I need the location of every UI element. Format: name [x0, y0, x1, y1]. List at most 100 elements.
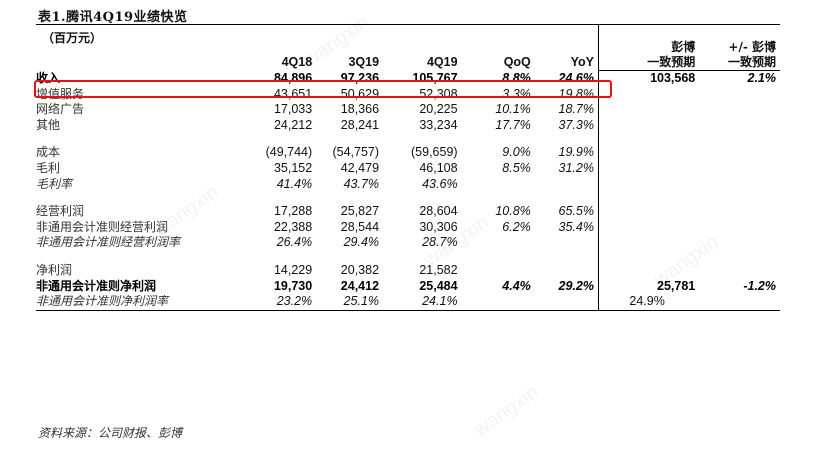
- cell-4q19: 33,234: [419, 117, 458, 132]
- row-label: 经营利润: [36, 204, 85, 219]
- cell-qoq: 6.2%: [502, 219, 531, 234]
- cell-3q19: 28,544: [340, 219, 380, 234]
- cell-qoq: 10.8%: [495, 204, 531, 219]
- cell-consensus: [597, 160, 700, 177]
- cell-4q18: 35,152: [273, 160, 313, 175]
- column-header-4q18: 4Q18: [281, 54, 313, 69]
- cell-consensus: [597, 204, 700, 220]
- cell-4q18: 43,651: [273, 86, 313, 101]
- cell-qoq: [462, 177, 535, 193]
- cell-diff: [699, 102, 780, 118]
- cell-yoy: 24.6%: [558, 70, 594, 85]
- cell-4q18: 17,288: [273, 204, 313, 219]
- cell-4q18: 24,212: [273, 117, 313, 132]
- table-row: 网络广告 17,033 18,366 20,225 10.1% 18.7%: [36, 102, 780, 118]
- row-label: 毛利率: [36, 176, 73, 191]
- row-label: 净利润: [36, 262, 73, 277]
- row-label: 其他: [36, 117, 61, 132]
- cell-consensus: 25,781: [597, 278, 700, 295]
- cell-qoq: 10.1%: [495, 102, 531, 117]
- cell-4q19: 21,582: [419, 262, 458, 277]
- row-label: 非通用会计准则经营利润: [36, 219, 169, 234]
- column-header-consensus-line1: 彭博: [597, 24, 700, 55]
- spacer-row: [36, 133, 780, 146]
- cell-3q19: 25.1%: [316, 294, 384, 311]
- row-label: 非通用会计准则净利润率: [36, 294, 255, 311]
- cell-4q18: 23.2%: [254, 294, 317, 311]
- column-header-qoq: QoQ: [503, 54, 531, 69]
- table-row: 其他 24,212 28,241 33,234 17.7% 37.3%: [36, 117, 780, 134]
- cell-qoq: 3.3%: [502, 86, 531, 101]
- cell-consensus: [597, 145, 700, 161]
- cell-yoy: 35.4%: [558, 219, 594, 234]
- spacer-row: [36, 192, 780, 205]
- cell-qoq: 4.4%: [502, 278, 531, 293]
- cell-yoy: 37.3%: [558, 117, 594, 132]
- cell-qoq: 17.7%: [495, 117, 531, 132]
- cell-4q19: 25,484: [419, 278, 458, 293]
- cell-consensus: [597, 86, 700, 103]
- row-label: 收入: [36, 70, 61, 85]
- cell-diff: [699, 87, 780, 103]
- cell-diff: [699, 220, 780, 236]
- cell-consensus: [597, 262, 700, 279]
- cell-consensus: [597, 176, 700, 193]
- table-row: 收入 84,896 97,236 105,767 8.8% 24.6% 103,…: [36, 70, 780, 87]
- cell-qoq: 8.8%: [502, 70, 531, 85]
- cell-3q19: 20,382: [340, 262, 380, 277]
- cell-3q19: 29.4%: [343, 235, 380, 250]
- column-header-4q19: 4Q19: [426, 54, 458, 69]
- cell-yoy: [535, 235, 599, 251]
- cell-diff: [699, 204, 780, 220]
- row-label: 增值服务: [36, 86, 85, 101]
- column-header-consensus-line2: 一致预期: [597, 55, 700, 71]
- cell-consensus: [597, 235, 700, 251]
- cell-3q19: 42,479: [340, 160, 380, 175]
- cell-diff: -1.2%: [743, 278, 776, 293]
- table-title: 表1.腾讯4Q19业绩快览: [38, 10, 188, 25]
- row-label: 非通用会计准则净利润: [36, 278, 157, 293]
- cell-3q19: 18,366: [340, 102, 380, 117]
- cell-4q19: 105,767: [412, 70, 458, 85]
- cell-yoy: 31.2%: [558, 160, 594, 175]
- cell-consensus: [597, 117, 700, 134]
- cell-3q19: 25,827: [340, 204, 380, 219]
- cell-4q19: 20,225: [419, 102, 458, 117]
- cell-3q19: 24,412: [340, 278, 380, 293]
- cell-3q19: 28,241: [340, 117, 380, 132]
- cell-consensus: 24.9%: [597, 294, 700, 311]
- table-row: 净利润 14,229 20,382 21,582: [36, 262, 780, 279]
- table-row: 非通用会计准则经营利润率 26.4% 29.4% 28.7%: [36, 235, 780, 251]
- table-row: 毛利率 41.4% 43.7% 43.6%: [36, 176, 780, 193]
- cell-consensus: 103,568: [597, 70, 700, 87]
- cell-diff: 2.1%: [747, 71, 777, 85]
- cell-3q19: 97,236: [340, 70, 380, 85]
- cell-4q19: 43.6%: [422, 176, 458, 191]
- column-header-diff-line2: 一致预期: [699, 55, 780, 71]
- cell-4q18: 17,033: [273, 102, 313, 117]
- cell-4q19: 28.7%: [422, 235, 458, 250]
- cell-3q19: 43.7%: [343, 176, 380, 191]
- financial-summary-table: （百万元） 4Q18 3Q19 4Q19 QoQ YoY 彭博 +/- 彭博 一…: [36, 24, 780, 311]
- cell-4q19: (59,659): [411, 145, 458, 160]
- table-row: 非通用会计准则净利润率 23.2% 25.1% 24.1% 24.9%: [36, 294, 780, 311]
- cell-4q18: 22,388: [273, 219, 313, 234]
- cell-qoq: [461, 294, 535, 311]
- cell-qoq: 8.5%: [502, 160, 531, 175]
- table-row: 毛利 35,152 42,479 46,108 8.5% 31.2%: [36, 160, 780, 177]
- cell-3q19: 50,629: [340, 86, 380, 101]
- cell-4q18: 14,229: [273, 262, 313, 277]
- cell-diff: [699, 161, 780, 177]
- table-row: 非通用会计准则经营利润 22,388 28,544 30,306 6.2% 35…: [36, 219, 780, 236]
- cell-4q19: 28,604: [419, 204, 458, 219]
- table-row: 非通用会计准则净利润 19,730 24,412 25,484 4.4% 29.…: [36, 278, 780, 295]
- cell-4q18: (49,744): [265, 145, 313, 160]
- cell-qoq: 9.0%: [502, 145, 531, 160]
- cell-yoy: [535, 177, 599, 193]
- watermark: wangxin: [470, 381, 543, 442]
- cell-yoy: 19.9%: [558, 145, 594, 160]
- cell-diff: [699, 177, 780, 193]
- column-header-diff-line1: +/- 彭博: [728, 40, 776, 54]
- cell-yoy: 29.2%: [558, 278, 594, 293]
- cell-yoy: [535, 263, 599, 279]
